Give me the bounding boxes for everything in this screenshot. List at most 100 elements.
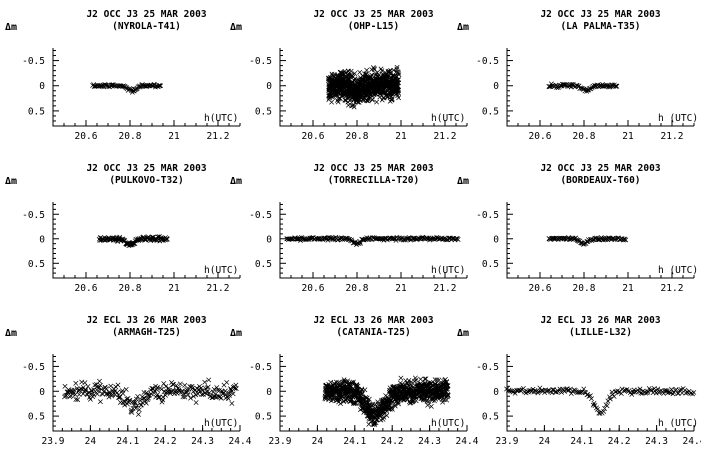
y-axis-label: Δm [457,176,469,187]
x-tick-label: 21.2 [661,283,684,294]
chart-title: J2 ECL J3 26 MAR 2003 [86,315,206,326]
chart-panel-7: J2 ECL J3 26 MAR 2003(ARMAGH-T25) Δm -0.5 0… [5,315,252,447]
y-tick-label: 0 [39,387,45,398]
x-tick-label: 20.6 [529,131,552,142]
y-axis-label: Δm [457,328,469,339]
x-tick-label: 21 [622,131,634,142]
x-tick-label: 24.4 [456,436,479,447]
x-tick-label: 20.6 [302,131,325,142]
y-tick-label: -0.5 [249,362,272,373]
x-tick-label: 21.2 [661,131,684,142]
y-axis-label: Δm [230,176,242,187]
chart-subtitle: (LILLE-L32) [569,327,632,338]
chart-subtitle: (PULKOVO-T32) [109,175,183,186]
x-tick-label: 20.8 [346,283,369,294]
y-tick-label: -0.5 [22,56,45,67]
x-tick-label: 20.8 [119,131,142,142]
data-points [504,385,697,416]
x-tick-label: 24.2 [154,436,177,447]
x-axis-label: h(UTC) [204,265,238,276]
chart-subtitle: (OHP-L15) [348,21,399,32]
y-tick-label: -0.5 [476,210,499,221]
y-tick-label: -0.5 [22,210,45,221]
cross-marker-series [504,385,697,416]
x-tick-label: 20.8 [573,283,596,294]
chart-title: J2 OCC J3 25 MAR 2003 [313,163,433,174]
chart-panel-8: J2 ECL J3 26 MAR 2003(CATANIA-T25) Δm -0.5… [230,315,479,447]
y-axis-label: Δm [5,328,17,339]
chart-subtitle: (BORDEAUX-T60) [560,175,640,186]
x-tick-label: 20.8 [119,283,142,294]
x-tick-label: 20.8 [573,131,596,142]
y-tick-label: 0 [39,234,45,245]
cross-marker-series [326,64,402,110]
y-axis-label: Δm [230,22,242,33]
x-axis-label: h(UTC) [204,418,238,429]
x-axis-label: h(UTC) [431,113,465,124]
x-tick-label: 24 [85,436,97,447]
cross-marker-series [96,234,170,249]
y-tick-label: 0 [266,81,272,92]
chart-subtitle: (CATANIA-T25) [336,327,410,338]
y-tick-label: -0.5 [22,362,45,373]
x-axis-label: h(UTC) [431,418,465,429]
chart-panel-2: J2 OCC J3 25 MAR 2003(OHP-L15) Δm -0.5 0 0.5… [230,9,468,142]
x-tick-label: 24.4 [683,436,701,447]
y-axis-label: Δm [230,328,242,339]
chart-title: J2 ECL J3 26 MAR 2003 [313,315,433,326]
data-points [326,64,402,110]
chart-panel-6: J2 OCC J3 25 MAR 2003(BORDEAUX-T60) Δm -0.… [457,163,698,294]
cross-marker-series [546,235,629,247]
data-points [284,234,461,248]
x-axis-label: h (UTC) [658,418,698,429]
x-tick-label: 24.1 [570,436,593,447]
y-axis-label: Δm [457,22,469,33]
x-tick-label: 21 [622,283,634,294]
y-tick-label: 0 [493,81,499,92]
y-axis-label: Δm [5,22,17,33]
x-tick-label: 21 [168,283,180,294]
y-tick-label: -0.5 [249,210,272,221]
x-tick-label: 24 [312,436,324,447]
x-tick-label: 24.3 [645,436,668,447]
x-tick-label: 20.6 [302,283,325,294]
y-tick-label: 0 [266,387,272,398]
chart-panel-3: J2 OCC J3 25 MAR 2003(LA PALMA-T35) Δm -0.… [457,9,698,142]
chart-title: J2 OCC J3 25 MAR 2003 [86,163,206,174]
x-tick-label: 21.2 [207,131,230,142]
chart-subtitle: (NYROLA-T41) [112,21,181,32]
chart-panel-5: J2 OCC J3 25 MAR 2003(TORRECILLA-T20) Δm -… [230,163,468,294]
y-tick-label: 0.5 [28,412,45,423]
cross-marker-series [322,375,451,428]
y-tick-label: 0.5 [255,412,272,423]
cross-marker-series [284,234,461,248]
y-tick-label: -0.5 [476,56,499,67]
x-tick-label: 21 [168,131,180,142]
x-tick-label: 24.1 [343,436,366,447]
data-points [322,375,451,428]
x-tick-label: 23.9 [42,436,65,447]
chart-title: J2 OCC J3 25 MAR 2003 [540,9,660,20]
data-points [546,81,620,94]
y-tick-label: 0.5 [28,259,45,270]
x-tick-label: 21.2 [434,131,457,142]
data-points [62,377,239,417]
x-tick-label: 23.9 [269,436,292,447]
y-tick-label: 0 [493,234,499,245]
x-axis-label: h(UTC) [431,265,465,276]
y-tick-label: -0.5 [249,56,272,67]
x-tick-label: 24.4 [229,436,252,447]
chart-panel-4: J2 OCC J3 25 MAR 2003(PULKOVO-T32) Δm -0.5… [5,163,241,294]
x-tick-label: 24.2 [608,436,631,447]
y-tick-label: 0 [39,81,45,92]
chart-panel-1: J2 OCC J3 25 MAR 2003(NYROLA-T41) Δm -0.5 0… [5,9,241,142]
x-tick-label: 20.6 [75,283,98,294]
x-tick-label: 20.8 [346,131,369,142]
y-tick-label: 0.5 [482,412,499,423]
y-tick-label: 0 [266,234,272,245]
y-tick-label: -0.5 [476,362,499,373]
x-tick-label: 20.6 [75,131,98,142]
chart-title: J2 OCC J3 25 MAR 2003 [86,9,206,20]
x-axis-label: h (UTC) [658,113,698,124]
